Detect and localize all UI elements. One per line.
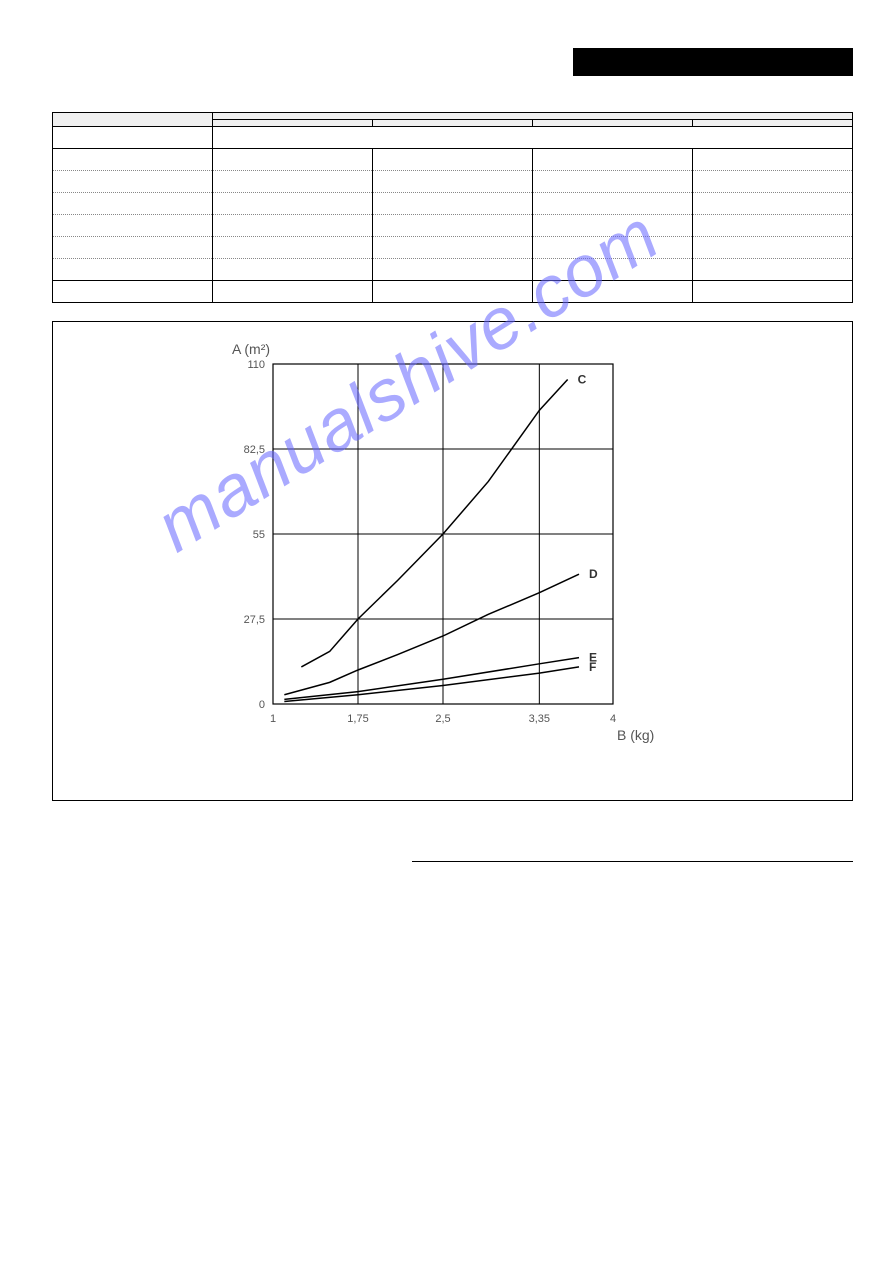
cell xyxy=(533,215,693,237)
row-label xyxy=(53,149,213,171)
table-row xyxy=(53,193,853,215)
svg-text:F: F xyxy=(589,660,596,674)
cell xyxy=(533,237,693,259)
cell xyxy=(693,171,853,193)
cell xyxy=(213,281,373,303)
cell xyxy=(693,259,853,281)
svg-text:D: D xyxy=(589,567,598,581)
svg-text:1,75: 1,75 xyxy=(347,713,368,725)
cell xyxy=(533,149,693,171)
table-row xyxy=(53,259,853,281)
svg-text:1: 1 xyxy=(269,713,275,725)
svg-text:0: 0 xyxy=(258,699,264,711)
cell xyxy=(693,149,853,171)
svg-text:55: 55 xyxy=(252,529,264,541)
table-row xyxy=(53,281,853,303)
cell xyxy=(533,281,693,303)
cell xyxy=(533,193,693,215)
svg-text:3,35: 3,35 xyxy=(528,713,549,725)
cell xyxy=(213,259,373,281)
svg-text:110: 110 xyxy=(247,359,265,371)
svg-text:27,5: 27,5 xyxy=(243,614,264,626)
svg-text:B (kg): B (kg) xyxy=(617,727,654,743)
cell xyxy=(693,215,853,237)
spec-table xyxy=(52,112,853,303)
svg-text:82,5: 82,5 xyxy=(243,444,264,456)
cell xyxy=(373,237,533,259)
table-sub-0 xyxy=(213,120,373,127)
table-row xyxy=(53,149,853,171)
table-col1-header xyxy=(53,113,213,127)
row-label xyxy=(53,193,213,215)
row-label xyxy=(53,259,213,281)
cell xyxy=(693,237,853,259)
row-label xyxy=(53,215,213,237)
divider-line xyxy=(412,861,853,862)
cell xyxy=(693,193,853,215)
cell xyxy=(373,281,533,303)
table-sub-1 xyxy=(373,120,533,127)
cell xyxy=(373,171,533,193)
cell xyxy=(373,259,533,281)
cell xyxy=(533,171,693,193)
row-label xyxy=(53,127,213,149)
cell xyxy=(213,171,373,193)
cell xyxy=(213,237,373,259)
cell xyxy=(373,215,533,237)
table-row xyxy=(53,171,853,193)
svg-text:2,5: 2,5 xyxy=(435,713,450,725)
header-bar xyxy=(573,48,853,76)
row-label xyxy=(53,281,213,303)
table-row xyxy=(53,237,853,259)
chart-container: 1 1,75 2,5 3,35 4 0 27,5 55 82,5 110 A (m²) B (kg) C… xyxy=(52,321,853,801)
row-label xyxy=(53,237,213,259)
table-row xyxy=(53,215,853,237)
cell xyxy=(533,259,693,281)
cell xyxy=(213,193,373,215)
row-merged xyxy=(213,127,853,149)
cell xyxy=(373,193,533,215)
cell xyxy=(373,149,533,171)
table-sub-2 xyxy=(533,120,693,127)
row-label xyxy=(53,171,213,193)
svg-text:A (m²): A (m²) xyxy=(231,341,269,357)
table-group-header xyxy=(213,113,853,120)
svg-text:C: C xyxy=(577,372,586,386)
svg-text:4: 4 xyxy=(609,713,615,725)
table-row xyxy=(53,127,853,149)
area-chart: 1 1,75 2,5 3,35 4 0 27,5 55 82,5 110 A (m²) B (kg) C… xyxy=(193,334,713,784)
table-sub-3 xyxy=(693,120,853,127)
cell xyxy=(213,149,373,171)
cell xyxy=(213,215,373,237)
cell xyxy=(693,281,853,303)
